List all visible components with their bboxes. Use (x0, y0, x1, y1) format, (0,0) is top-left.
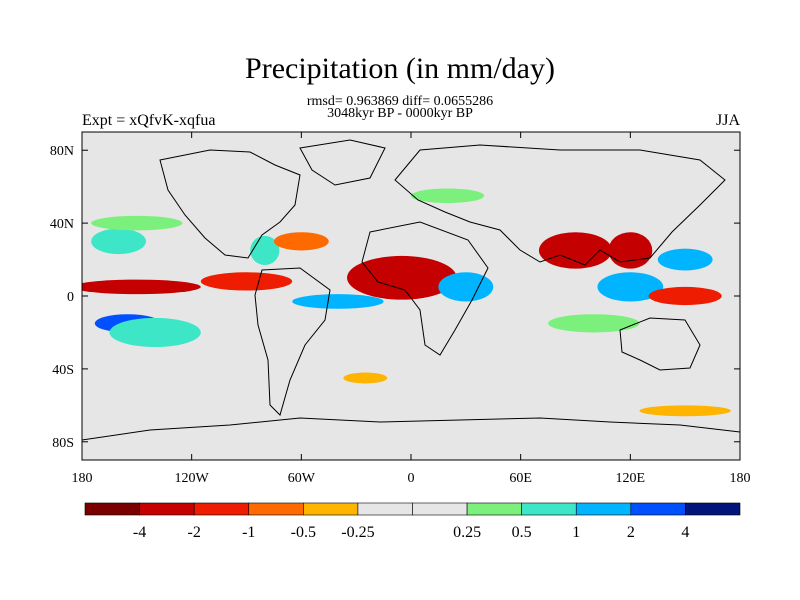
colorbar-swatch (575, 502, 632, 516)
anomaly-region (639, 405, 731, 417)
anomaly-region (597, 272, 664, 302)
y-tick-label: 80S (52, 436, 74, 451)
colorbar-label: 0.5 (512, 524, 532, 541)
anomaly-region (347, 255, 457, 300)
anomaly-region (200, 272, 293, 291)
x-tick-label: 120E (616, 471, 646, 486)
colorbar-swatch (521, 502, 577, 516)
anomaly-region (411, 188, 485, 204)
y-tick-label: 40N (50, 217, 74, 232)
anomaly-region (657, 248, 713, 271)
x-tick-label: 180 (72, 471, 93, 486)
coastline-eurasia (394, 144, 726, 266)
colorbar-label: 4 (681, 524, 689, 541)
anomaly-region (91, 228, 146, 255)
anomaly-region (438, 272, 494, 302)
x-tick-label: 120W (175, 471, 210, 486)
coastline-antarctica (82, 417, 740, 441)
anomaly-region (273, 232, 329, 251)
chart-title: Precipitation (in mm/day) (245, 52, 555, 85)
coastline-north-america (159, 149, 301, 259)
colorbar-label: 1 (572, 524, 580, 541)
season-label: JJA (715, 112, 740, 129)
period-line: 3048kyr BP - 0000kyr BP (327, 106, 473, 121)
anomaly-region (82, 279, 201, 295)
anomaly-region (648, 286, 722, 306)
colorbar-swatch (303, 502, 359, 516)
anomaly-region (292, 294, 384, 309)
colorbar-swatch (412, 502, 468, 516)
y-tick-label: 0 (67, 290, 74, 305)
coastline-south-america (254, 267, 331, 416)
colorbar-label: 2 (627, 524, 635, 541)
colorbar-swatch (630, 502, 686, 516)
colorbar-label: -0.5 (291, 524, 316, 541)
colorbar-swatch (466, 502, 522, 516)
x-tick-label: 60W (288, 471, 316, 486)
experiment-label: Expt = xQfvK-xqfua (82, 112, 216, 129)
colorbar-label: -2 (188, 524, 201, 541)
x-tick-label: 180 (730, 471, 751, 486)
y-tick-label: 40S (52, 363, 74, 378)
colorbar-label: -1 (242, 524, 255, 541)
colorbar-swatch (248, 502, 304, 516)
anomaly-region (343, 372, 388, 384)
colorbar-swatch (193, 502, 250, 516)
coastline-africa (361, 221, 489, 356)
anomaly-region (608, 232, 653, 269)
x-tick-label: 60E (509, 471, 532, 486)
anomaly-region (109, 317, 201, 348)
coastline-australia (619, 317, 701, 371)
anomaly-region (91, 215, 183, 231)
y-tick-label: 80N (50, 144, 74, 159)
anomaly-region (548, 314, 640, 333)
colorbar-swatch (357, 502, 413, 516)
anomaly-region (538, 232, 613, 269)
colorbar-swatch (139, 502, 195, 516)
stats-line: rmsd= 0.963869 diff= 0.0655286 (306, 94, 494, 109)
colorbar-label: -0.25 (341, 524, 374, 541)
colorbar-swatch (84, 502, 140, 516)
colorbar-swatch (685, 502, 741, 516)
x-tick-label: 0 (408, 471, 415, 486)
coastline-greenland (299, 139, 386, 186)
colorbar-label: -4 (133, 524, 146, 541)
colorbar-label: 0.25 (453, 524, 481, 541)
